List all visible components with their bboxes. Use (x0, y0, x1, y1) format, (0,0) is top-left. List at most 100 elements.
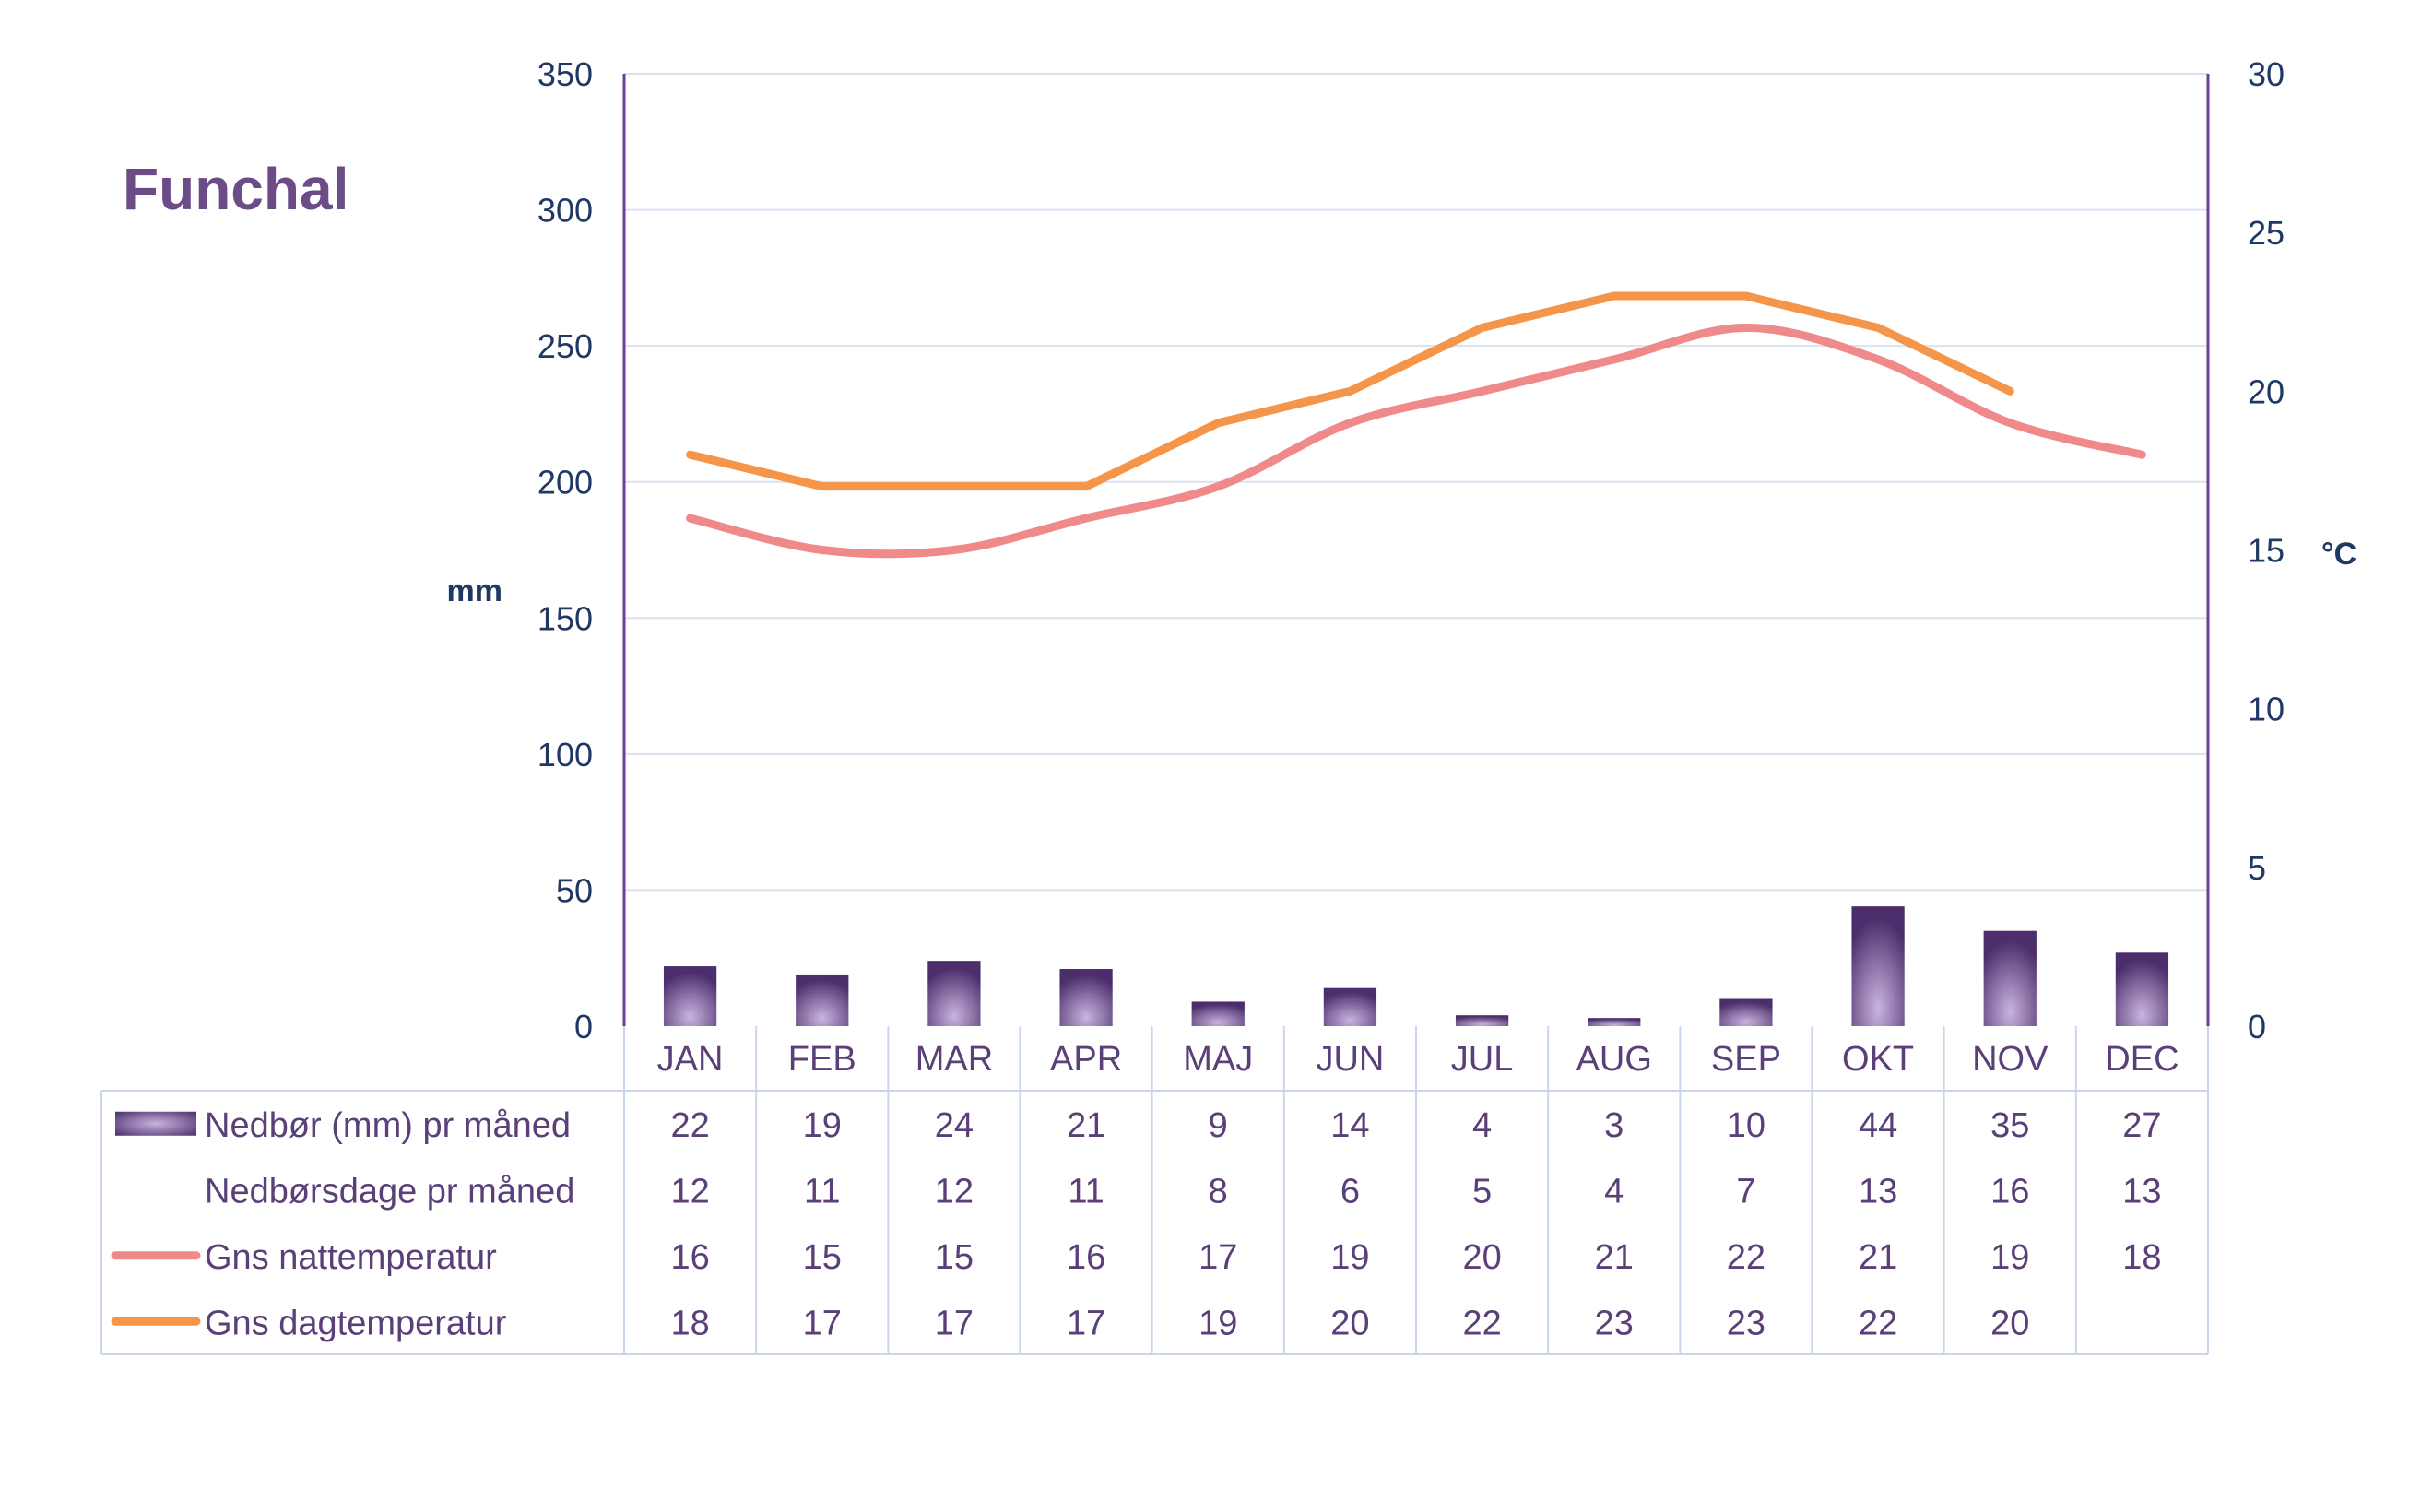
chart-title: Funchal (123, 156, 348, 222)
table-cell-value: 16 (1067, 1238, 1105, 1277)
table-cell-value: 17 (803, 1304, 842, 1342)
table-cell-value: 20 (1330, 1304, 1369, 1342)
table-row-label: Gns dagtemperatur (205, 1304, 507, 1342)
left-tick-label: 250 (537, 327, 593, 365)
month-label: JUL (1451, 1040, 1514, 1079)
table-cell-value: 19 (803, 1106, 842, 1145)
legend-key-precipitation (115, 1111, 196, 1136)
table-cell-value: 21 (1595, 1238, 1634, 1277)
table-cell-value: 11 (1068, 1172, 1104, 1211)
table-cell-value: 22 (670, 1106, 709, 1145)
table-cell-value: 35 (1990, 1106, 2029, 1145)
precipitation-bar (1983, 930, 2037, 1026)
left-tick-label: 50 (556, 871, 593, 909)
left-tick-label: 100 (537, 736, 593, 774)
data-table: JAN FEB MAR APR MAJ JUN JUL AUG SEP OKT NOV DEC Nedb… (100, 1026, 2209, 1355)
axes: 0 50 100 150 200 250 300 350 0 5 10 15 20 25 30 mm °C (447, 55, 2357, 1045)
precipitation-bar (1719, 998, 1773, 1026)
left-axis-label: mm (447, 573, 502, 608)
month-label: MAJ (1183, 1040, 1253, 1079)
precipitation-bar (796, 974, 849, 1026)
table-cell-value: 16 (1990, 1172, 2029, 1211)
table-cell-value: 21 (1067, 1106, 1105, 1145)
month-label: AUG (1576, 1040, 1652, 1079)
table-cell-value: 11 (804, 1172, 840, 1211)
right-tick-label: 25 (2248, 214, 2285, 252)
right-tick-label: 5 (2248, 849, 2266, 887)
table-cell-value: 15 (803, 1238, 842, 1277)
precipitation-bar (1191, 1001, 1245, 1026)
right-tick-label: 15 (2248, 532, 2285, 570)
right-tick-label: 30 (2248, 55, 2285, 93)
table-cell-value: 20 (1462, 1238, 1501, 1277)
table-cell-value: 17 (1199, 1238, 1237, 1277)
table-cell-value: 4 (1472, 1106, 1492, 1145)
table-cell-value: 12 (935, 1172, 974, 1211)
table-cell-value: 3 (1604, 1106, 1624, 1145)
left-tick-label: 350 (537, 55, 593, 93)
month-label: JUN (1316, 1040, 1384, 1079)
table-cell-value: 18 (670, 1304, 709, 1342)
left-tick-label: 300 (537, 192, 593, 230)
table-cell-value: 19 (1199, 1304, 1237, 1342)
precipitation-bars (663, 906, 2169, 1026)
table-cell-value: 27 (2122, 1106, 2161, 1145)
table-cell-value: 7 (1736, 1172, 1755, 1211)
table-cell-value: 6 (1340, 1172, 1360, 1211)
table-cell-value: 13 (1859, 1172, 1897, 1211)
table-cell-value: 9 (1209, 1106, 1228, 1145)
table-cell-value: 21 (1859, 1238, 1897, 1277)
table-cell-value: 18 (2122, 1238, 2161, 1277)
month-label: MAR (915, 1040, 993, 1079)
table-cell-value: 17 (1067, 1304, 1105, 1342)
gridlines (624, 73, 2208, 892)
temperature-lines (686, 291, 2146, 559)
left-tick-label: 200 (537, 464, 593, 502)
table-cell-value: 22 (1727, 1238, 1765, 1277)
table-cell-value: 17 (935, 1304, 974, 1342)
month-label: FEB (788, 1040, 856, 1079)
precipitation-bar (2115, 952, 2169, 1026)
precipitation-bar (927, 961, 981, 1026)
table-cell-value: 8 (1209, 1172, 1228, 1211)
precipitation-bar (1455, 1015, 1509, 1026)
table-row-label: Nedbørsdage pr måned (205, 1172, 574, 1211)
right-tick-label: 0 (2248, 1008, 2266, 1045)
table-cell-value: 19 (1330, 1238, 1369, 1277)
table-row-label: Nedbør (mm) pr måned (205, 1106, 571, 1145)
left-tick-label: 150 (537, 599, 593, 637)
month-label: NOV (1972, 1040, 2049, 1079)
month-label: OKT (1842, 1040, 1914, 1079)
table-cell-value: 44 (1859, 1106, 1897, 1145)
table-cell-value: 12 (670, 1172, 709, 1211)
right-axis-label: °C (2321, 537, 2356, 572)
table-cell-value: 16 (670, 1238, 709, 1277)
table-cell-value: 24 (935, 1106, 974, 1145)
table-cell-value: 20 (1990, 1304, 2029, 1342)
table-cell-value: 23 (1595, 1304, 1634, 1342)
day-temperature-line (686, 291, 2014, 491)
month-label: DEC (2105, 1040, 2179, 1079)
table-cell-value: 22 (1462, 1304, 1501, 1342)
table-cell-value: 5 (1472, 1172, 1492, 1211)
table-row-label: Gns nattemperatur (205, 1238, 497, 1277)
table-cell-value: 13 (2122, 1172, 2161, 1211)
table-cell-value: 14 (1330, 1106, 1369, 1145)
month-label: JAN (657, 1040, 724, 1079)
month-label: APR (1050, 1040, 1122, 1079)
precipitation-bar (1588, 1018, 1641, 1026)
precipitation-bar (1059, 969, 1113, 1026)
precipitation-bar (1851, 906, 1905, 1026)
month-label: SEP (1711, 1040, 1781, 1079)
night-temperature-line (686, 323, 2146, 559)
right-tick-label: 10 (2248, 691, 2285, 728)
table-cell-value: 15 (935, 1238, 974, 1277)
precipitation-bar (1323, 987, 1377, 1026)
right-tick-label: 20 (2248, 372, 2285, 410)
table-cell-value: 22 (1859, 1304, 1897, 1342)
table-cell-value: 10 (1727, 1106, 1765, 1145)
left-tick-label: 0 (574, 1008, 593, 1045)
table-cell-value: 4 (1604, 1172, 1624, 1211)
table-cell-value: 19 (1990, 1238, 2029, 1277)
